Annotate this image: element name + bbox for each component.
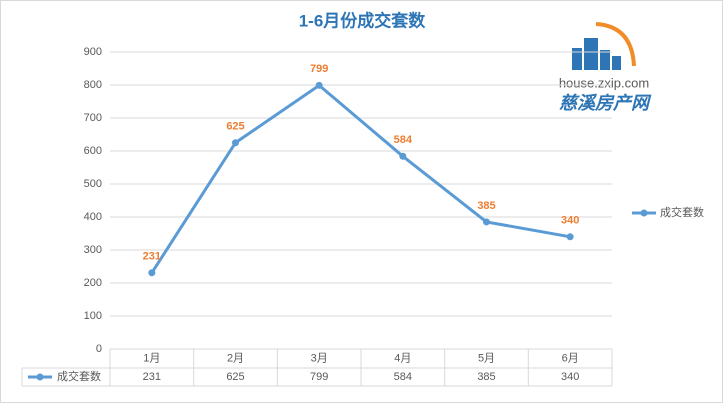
point <box>483 218 490 226</box>
data-label: 231 <box>143 251 161 263</box>
x-tick-label: 3月 <box>311 352 328 364</box>
logo-name: 慈溪房产网 <box>559 93 652 113</box>
table-cell: 625 <box>226 371 244 383</box>
point <box>566 233 574 241</box>
table-cell: 385 <box>477 371 495 383</box>
y-tick-label: 0 <box>96 343 102 355</box>
x-tick-label: 2月 <box>227 352 244 364</box>
table-cell: 584 <box>394 371 412 383</box>
data-label: 625 <box>226 121 244 133</box>
y-tick-label: 900 <box>84 46 102 58</box>
y-tick-label: 800 <box>84 79 102 91</box>
data-label: 340 <box>561 215 579 227</box>
point <box>148 269 156 277</box>
data-label: 799 <box>310 63 328 75</box>
x-tick-label: 1月 <box>143 352 160 364</box>
y-tick-label: 200 <box>84 277 102 289</box>
point <box>399 152 407 160</box>
legend-marker <box>640 209 648 217</box>
y-tick-label: 600 <box>84 145 102 157</box>
y-tick-label: 400 <box>84 211 102 223</box>
chart-title: 1-6月份成交套数 <box>299 10 427 30</box>
x-tick-label: 4月 <box>394 352 411 364</box>
table-cell: 340 <box>561 371 579 383</box>
line <box>150 83 571 274</box>
data-label: 584 <box>394 134 413 146</box>
legend-label: 成交套数 <box>660 205 704 219</box>
point <box>232 139 239 147</box>
table-cell: 231 <box>143 371 161 383</box>
y-tick-label: 700 <box>84 112 102 124</box>
x-tick-label: 5月 <box>478 352 495 364</box>
x-tick-label: 6月 <box>562 352 579 364</box>
logo-url: house.zxip.com <box>559 75 649 90</box>
table-legend-marker <box>36 373 44 381</box>
y-tick-label: 300 <box>84 244 102 256</box>
y-tick-label: 500 <box>84 178 102 190</box>
data-label: 385 <box>477 200 495 212</box>
table-row-header: 成交套数 <box>57 369 101 383</box>
y-tick-label: 100 <box>84 310 102 322</box>
point <box>315 81 323 89</box>
logo: house.zxip.com 慈溪房产网 <box>559 22 652 113</box>
table-cell: 799 <box>310 371 328 383</box>
